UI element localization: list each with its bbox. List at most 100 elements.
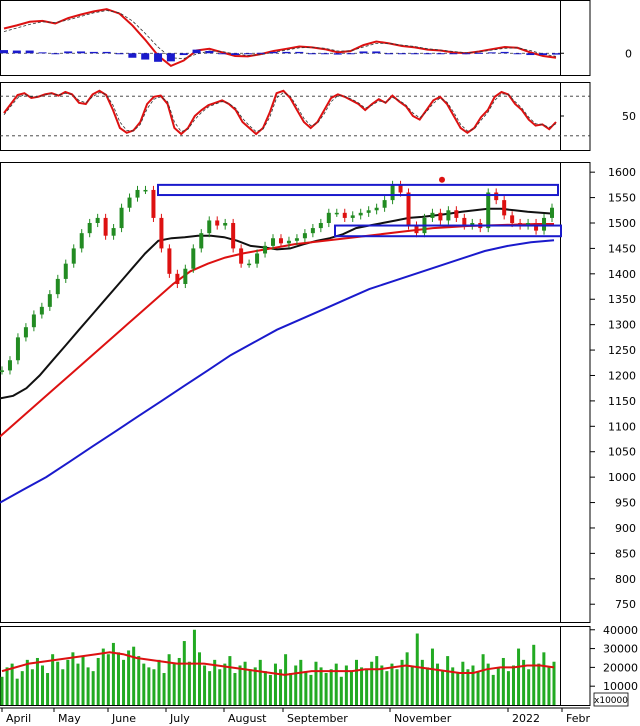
price-candle — [175, 273, 180, 284]
price-candle — [374, 207, 379, 211]
macd-line — [3, 8, 557, 68]
volume-bar — [218, 669, 222, 705]
macd-tick-label: 0 — [625, 47, 632, 60]
volume-bar — [208, 671, 212, 705]
price-candle — [534, 222, 539, 231]
price-candle — [255, 253, 260, 264]
price-candle — [398, 184, 403, 193]
volume-bar — [258, 659, 262, 705]
macd-hist-bar — [179, 53, 188, 56]
macd-hist-bar — [372, 51, 381, 54]
volume-bar — [192, 629, 196, 705]
macd-hist-bar — [128, 53, 137, 58]
price-candle — [390, 184, 395, 201]
price-candle — [550, 207, 554, 218]
macd-hist-bar — [269, 51, 278, 54]
volume-bar — [451, 667, 455, 705]
price-candle — [47, 294, 52, 307]
volume-bar — [552, 661, 556, 705]
volume-bar — [527, 669, 531, 705]
volume-bar — [461, 661, 465, 705]
volume-bar — [522, 659, 526, 705]
volume-bar — [162, 673, 166, 705]
price-candle — [159, 217, 164, 249]
macd-hist-bar — [205, 51, 214, 54]
x-axis-month-label: November — [394, 712, 452, 725]
price-tick-label: 1200 — [608, 369, 636, 382]
price-candle — [183, 268, 188, 284]
macd-hist-bar — [25, 50, 34, 54]
price-candle — [271, 238, 276, 246]
volume-bar — [0, 676, 4, 705]
price-candle — [454, 210, 459, 218]
price-candle — [438, 212, 443, 221]
volume-bar — [491, 674, 495, 705]
macd-hist-bar — [77, 51, 86, 54]
price-candle — [15, 337, 20, 361]
price-tick-label: 950 — [615, 497, 636, 510]
volume-bar — [177, 657, 181, 705]
volume-bar — [532, 644, 536, 705]
price-tick-label: 1300 — [608, 319, 636, 332]
price-candle — [462, 217, 467, 226]
volume-bar — [56, 661, 60, 705]
volume-bar — [81, 656, 85, 705]
volume-bar — [253, 667, 257, 705]
x-axis-month-label: Febr — [566, 712, 590, 725]
price-candle — [342, 212, 347, 218]
volume-bar — [198, 652, 202, 705]
volume-bar — [349, 671, 353, 705]
volume-bar — [415, 633, 419, 705]
volume-bar — [395, 669, 399, 705]
volume-bar — [537, 663, 541, 705]
price-candle — [7, 360, 12, 371]
volume-bar — [446, 656, 450, 705]
volume-bar — [127, 650, 131, 705]
volume-bar — [380, 665, 384, 705]
price-candle — [494, 192, 499, 201]
volume-bar — [203, 665, 207, 705]
price-candle — [446, 210, 451, 221]
price-candle — [334, 212, 339, 215]
volume-bar — [147, 667, 151, 705]
macd-signal-line — [3, 10, 557, 60]
macd-hist-bar — [115, 53, 124, 55]
volume-tick-label: 40000 — [603, 624, 638, 637]
x-axis-month-label: August — [228, 712, 267, 725]
macd-hist-bar — [154, 53, 163, 62]
price-candle — [111, 228, 116, 236]
price-tick-label: 1600 — [608, 166, 636, 179]
volume-bar — [182, 641, 186, 705]
price-tick-label: 1500 — [608, 217, 636, 230]
volume-scale-box — [593, 692, 629, 707]
x-axis-month-label: September — [287, 712, 348, 725]
volume-bar — [344, 665, 348, 705]
price-tick-label: 800 — [615, 573, 636, 586]
macd-hist-bar — [282, 51, 291, 54]
volume-bar — [5, 667, 9, 705]
x-axis-month-label: June — [111, 712, 136, 725]
macd-hist-bar — [243, 53, 252, 55]
price-candle — [71, 248, 76, 264]
price-candle — [526, 222, 531, 226]
macd-hist-bar — [526, 53, 535, 56]
volume-bar — [436, 663, 440, 705]
volume-bar — [106, 654, 110, 705]
price-candle — [23, 327, 28, 338]
price-candle — [127, 197, 132, 208]
price-candle — [430, 212, 435, 218]
price-candle — [263, 245, 268, 254]
panel-frame-price — [0, 162, 591, 623]
price-candle — [135, 189, 140, 198]
volume-bar — [10, 663, 14, 705]
price-tick-label: 1000 — [608, 471, 636, 484]
price-tick-label: 1250 — [608, 344, 636, 357]
price-candle — [366, 210, 371, 213]
price-candle — [310, 228, 315, 234]
volume-bar — [51, 654, 55, 705]
volume-bar — [375, 656, 379, 705]
stoch-d-line — [3, 92, 557, 133]
price-candle — [31, 314, 36, 328]
